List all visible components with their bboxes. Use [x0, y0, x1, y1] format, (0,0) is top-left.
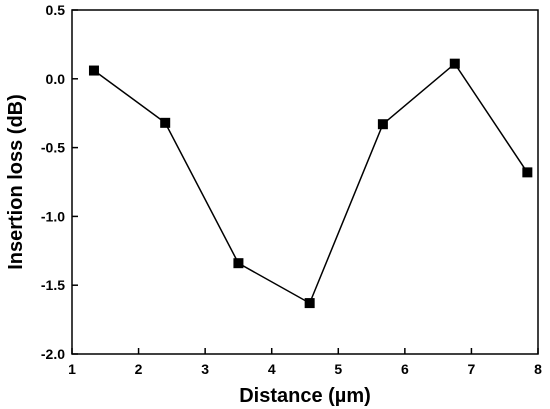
- y-tick-label: -2.0: [41, 346, 65, 362]
- series-line: [93, 62, 528, 305]
- x-axis: 1 2 3 4 5 6 7 8: [68, 348, 542, 377]
- y-axis: -2.0 -1.5 -1.0 -0.5 0.0 0.5: [41, 2, 78, 362]
- x-tick-label: 5: [334, 361, 342, 377]
- x-tick-label: 1: [68, 361, 76, 377]
- series-markers: [88, 58, 533, 309]
- y-tick-label: 0.0: [46, 71, 66, 87]
- x-tick-label: 8: [534, 361, 542, 377]
- x-tick-label: 4: [268, 361, 276, 377]
- x-axis-label: Distance (µm): [239, 385, 371, 407]
- data-point: [233, 258, 244, 269]
- plot-frame: [71, 9, 539, 355]
- y-tick-label: -1.0: [41, 208, 65, 224]
- y-tick-label: -1.5: [41, 277, 65, 293]
- x-tick-label: 6: [401, 361, 409, 377]
- data-point: [160, 117, 171, 128]
- data-point: [377, 119, 388, 130]
- data-point: [304, 298, 315, 309]
- y-axis-label: Insertion loss (dB): [5, 94, 27, 270]
- data-point: [522, 167, 533, 178]
- y-tick-label: -0.5: [41, 140, 65, 156]
- x-tick-label: 3: [201, 361, 209, 377]
- data-point: [449, 58, 460, 69]
- y-tick-label: 0.5: [46, 2, 66, 18]
- data-point: [88, 65, 99, 76]
- x-tick-label: 2: [135, 361, 143, 377]
- x-tick-label: 7: [468, 361, 476, 377]
